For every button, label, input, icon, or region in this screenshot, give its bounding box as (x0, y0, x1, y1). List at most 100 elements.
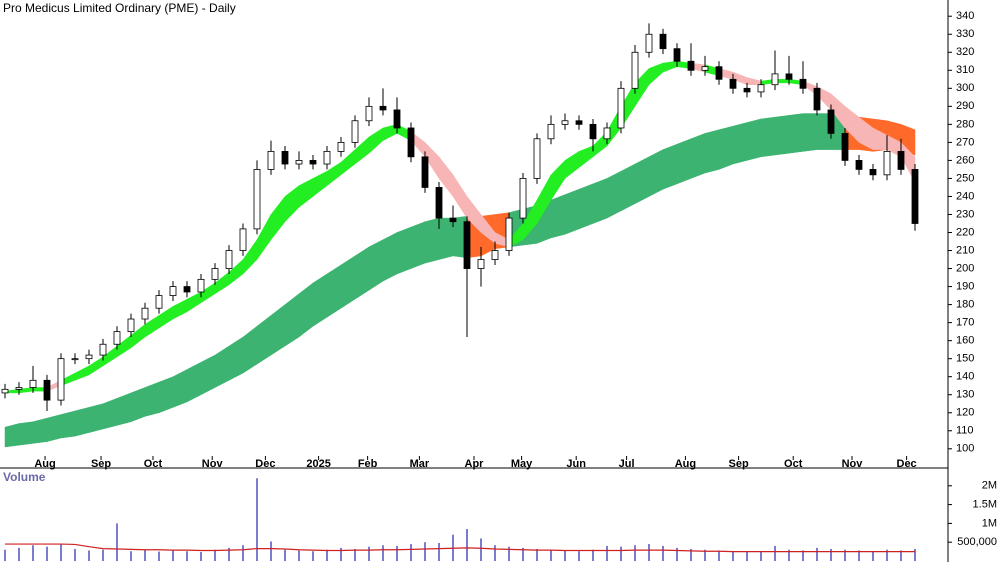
band-segment (186, 361, 202, 403)
candle-body (183, 286, 191, 293)
candle-body (351, 120, 359, 143)
candle-body (99, 343, 107, 356)
candle-body (827, 109, 835, 134)
band-segment (172, 369, 188, 408)
x-tick-label: Mar (410, 458, 430, 470)
volume-bar (256, 478, 258, 561)
band-segment (648, 149, 664, 197)
candle-body (281, 150, 289, 165)
y-tick-label: 500,000 (957, 536, 997, 548)
volume-bar (242, 545, 244, 561)
band-segment (690, 133, 706, 179)
volume-bar (18, 547, 20, 561)
candle-body (645, 33, 653, 53)
band-segment (74, 365, 90, 381)
candle-body (491, 250, 499, 260)
band-segment (438, 217, 454, 260)
band-segment (578, 183, 594, 230)
volume-bar (900, 550, 902, 561)
x-tick-label: Apr (465, 458, 485, 470)
volume-bar (634, 545, 636, 561)
volume-bar (88, 550, 90, 561)
band-segment (802, 113, 818, 152)
volume-title: Volume (3, 470, 46, 484)
candle-body (29, 379, 37, 388)
volume-bar (368, 546, 370, 561)
volume-bar (424, 542, 426, 561)
y-tick-label: 180 (956, 299, 974, 311)
volume-bar (508, 546, 510, 561)
band-segment (102, 397, 118, 430)
candle-body (43, 379, 51, 401)
band-segment (396, 226, 412, 275)
candle-body (57, 358, 65, 401)
band-segment (74, 407, 90, 437)
x-tick-label: Jun (566, 458, 586, 470)
volume-bar (130, 551, 132, 561)
volume-bar (550, 549, 552, 561)
candle-body (729, 78, 737, 89)
y-tick-label: 290 (956, 100, 974, 112)
band-segment (634, 156, 650, 205)
band-segment (648, 62, 664, 86)
band-segment (326, 264, 342, 318)
x-tick-label: Oct (144, 458, 163, 470)
band-segment (256, 314, 272, 365)
candle-body (211, 268, 219, 280)
y-tick-label: 220 (956, 226, 974, 238)
y-tick-label: 300 (956, 82, 974, 94)
volume-bar (410, 544, 412, 561)
volume-bar (564, 550, 566, 561)
volume-bar (438, 542, 440, 561)
band-segment (340, 149, 356, 176)
band-segment (662, 143, 678, 190)
x-tick-label: Sep (91, 458, 111, 470)
band-segment (312, 273, 328, 327)
volume-bar (690, 548, 692, 561)
band-segment (452, 173, 468, 219)
volume-bar (200, 551, 202, 561)
candle-body (673, 48, 681, 62)
band-segment (368, 239, 384, 291)
band-segment (676, 138, 692, 185)
band-segment (130, 387, 146, 423)
y-tick-label: 310 (956, 64, 974, 76)
candle-body (855, 160, 863, 170)
band-segment (662, 60, 678, 73)
band-segment (144, 381, 160, 417)
band-segment (382, 232, 398, 282)
candle-body (687, 60, 695, 71)
band-segment (774, 115, 790, 156)
volume-bar (144, 549, 146, 561)
band-segment (18, 421, 34, 446)
candle-body (323, 150, 331, 165)
volume-bar (228, 547, 230, 561)
band-segment (578, 145, 594, 169)
volume-bar (746, 551, 748, 561)
y-tick-label: 130 (956, 389, 974, 401)
candle-body (337, 141, 345, 152)
candle-body (155, 295, 163, 309)
y-tick-label: 1.5M (973, 499, 997, 511)
band-segment (172, 298, 188, 320)
band-segment (32, 417, 48, 444)
candle-body (1, 388, 9, 394)
band-segment (270, 304, 286, 356)
candle-body (743, 87, 751, 93)
volume-average-line (5, 543, 915, 553)
y-tick-label: 190 (956, 280, 974, 292)
volume-bar (4, 549, 6, 561)
x-tick-label: Feb (358, 458, 378, 470)
x-tick-label: Nov (842, 458, 864, 470)
candle-body (113, 331, 121, 345)
candle-body (421, 156, 429, 188)
x-tick-label: Aug (34, 458, 55, 470)
candle-body (533, 138, 541, 179)
band-segment (186, 291, 202, 313)
y-tick-label: 120 (956, 407, 974, 419)
volume-bar (886, 549, 888, 561)
volume-bar (32, 545, 34, 561)
candle-body (379, 105, 387, 111)
band-segment (368, 127, 384, 154)
